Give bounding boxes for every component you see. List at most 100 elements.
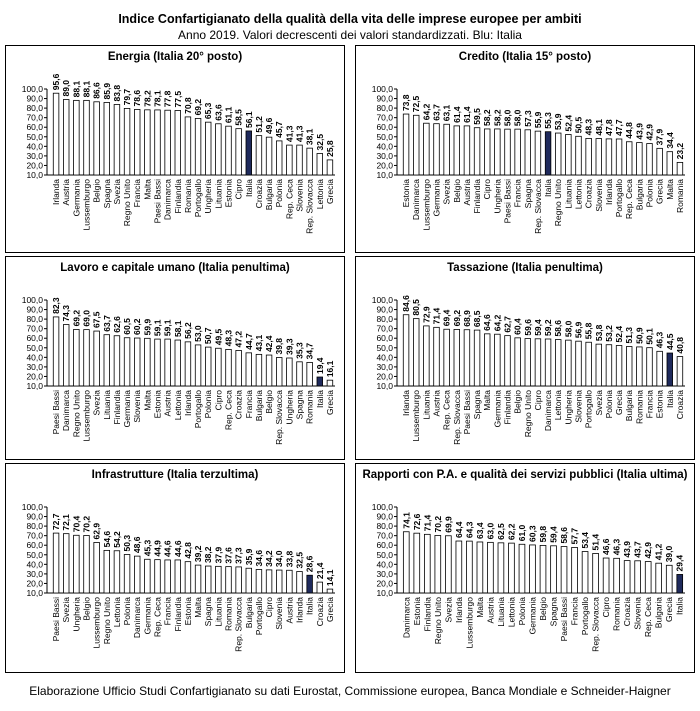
bar-ungheria — [565, 339, 572, 387]
bar-ungheria — [73, 534, 80, 594]
category-label: Francia — [645, 390, 655, 419]
bar-belgio — [539, 545, 547, 594]
panel-frame — [355, 256, 695, 460]
category-label: Paesi Bassi — [153, 179, 163, 224]
bar-estonia — [184, 561, 192, 594]
y-tick-label: 30,0 — [376, 151, 393, 161]
bar-bulgaria — [626, 346, 633, 387]
data-label: 46,6 — [601, 538, 611, 555]
data-label: 44,8 — [624, 122, 634, 139]
category-label: Regno Unito — [71, 390, 81, 438]
bar-lituania — [565, 134, 572, 176]
data-label: 69,2 — [193, 99, 203, 116]
bar-austria — [487, 541, 494, 594]
data-label: 47,7 — [614, 119, 624, 136]
bar-bulgaria — [265, 136, 273, 176]
category-label: Polonia — [517, 597, 527, 626]
category-label: Spagna — [102, 179, 112, 209]
category-label: Ungheria — [492, 179, 502, 214]
category-label: Portogallo — [580, 597, 590, 636]
category-label: Rep. Ceca — [153, 597, 163, 637]
category-label: Rep. Slovacca — [305, 179, 315, 234]
category-label: Portogallo — [193, 390, 203, 429]
bar-paesi-bassi — [463, 329, 471, 387]
category-label: Francia — [163, 597, 173, 626]
category-label: Italia — [244, 179, 254, 197]
category-label: Rep. Ceca — [442, 390, 452, 430]
category-label: Austria — [462, 179, 472, 206]
bar-malta — [144, 337, 151, 387]
bar-portogallo — [581, 551, 589, 594]
y-tick-label: 10,0 — [376, 588, 393, 598]
category-label: Austria — [284, 597, 294, 624]
data-label: 55,3 — [543, 112, 553, 129]
data-label: 59,2 — [543, 319, 553, 336]
category-label: Croazia — [675, 390, 685, 420]
data-label: 61,4 — [452, 106, 462, 123]
category-label: Italia — [305, 597, 315, 615]
category-label: Lussemburgo — [82, 390, 92, 442]
bar-danimarca — [164, 109, 171, 176]
bar-svezia — [93, 330, 100, 387]
data-label: 61,0 — [517, 524, 527, 541]
category-label: Grecia — [655, 179, 665, 204]
category-label: Slovenia — [594, 179, 604, 212]
data-label: 72,7 — [51, 513, 61, 530]
bar-bulgaria — [255, 353, 263, 387]
bar-francia — [164, 559, 171, 594]
bar-irlanda — [402, 314, 410, 387]
category-label: Rep. Ceca — [643, 597, 653, 637]
category-label: Austria — [432, 390, 442, 417]
bar-svezia — [445, 535, 452, 594]
bar-finlandia — [113, 335, 121, 387]
bar-belgio — [83, 535, 90, 594]
category-label: Cipro — [213, 390, 223, 411]
panel-frame — [355, 463, 695, 673]
y-tick-label: 90,0 — [376, 305, 393, 315]
category-label: Spagna — [295, 390, 305, 420]
category-label: Rep. Slovacca — [533, 179, 543, 234]
category-label: Croazia — [315, 597, 325, 627]
data-label: 34,2 — [264, 550, 274, 567]
bar-rep-ceca — [626, 141, 633, 176]
data-label: 48,3 — [584, 119, 594, 136]
data-label: 45,7 — [274, 121, 284, 138]
bar-bulgaria — [245, 567, 252, 594]
data-label: 53,0 — [193, 325, 203, 342]
category-label: Regno Unito — [122, 179, 132, 227]
category-label: Belgio — [264, 390, 274, 414]
data-label: 72,1 — [61, 514, 71, 531]
category-label: Irlanda — [183, 390, 193, 416]
data-label: 32,5 — [315, 134, 325, 151]
data-label: 74,1 — [401, 512, 411, 529]
data-label: 51,4 — [591, 534, 601, 551]
bar-slovenia — [595, 138, 602, 176]
category-label: Slovenia — [633, 597, 643, 630]
y-tick-label: 10,0 — [26, 588, 43, 598]
data-label: 65,3 — [203, 102, 213, 119]
data-label: 86,6 — [92, 82, 102, 99]
bar-francia — [514, 128, 521, 176]
category-label: Rep. Slovacca — [452, 390, 462, 445]
bar-polonia — [518, 543, 526, 594]
category-label: Francia — [513, 179, 523, 208]
y-tick-label: 90,0 — [376, 512, 393, 522]
bar-germania — [123, 337, 131, 387]
category-label: Paesi Bassi — [462, 390, 472, 435]
category-label: Spagna — [523, 179, 533, 209]
data-label: 54,2 — [112, 531, 122, 548]
bar-rep-ceca — [154, 559, 161, 594]
category-label: Belgio — [538, 597, 548, 621]
category-label: Danimarca — [132, 597, 142, 638]
bar-slovenia — [276, 569, 283, 594]
bar-austria — [164, 338, 171, 387]
data-label: 52,4 — [563, 115, 573, 132]
y-tick-label: 60,0 — [376, 540, 393, 550]
category-label: Finlandia — [503, 390, 513, 425]
y-tick-label: 30,0 — [26, 362, 43, 372]
panel-title: Infrastrutture (Italia terzultima) — [92, 469, 259, 481]
data-label: 37,3 — [234, 547, 244, 564]
data-label: 58,0 — [513, 109, 523, 126]
category-label: Spagna — [203, 597, 213, 627]
